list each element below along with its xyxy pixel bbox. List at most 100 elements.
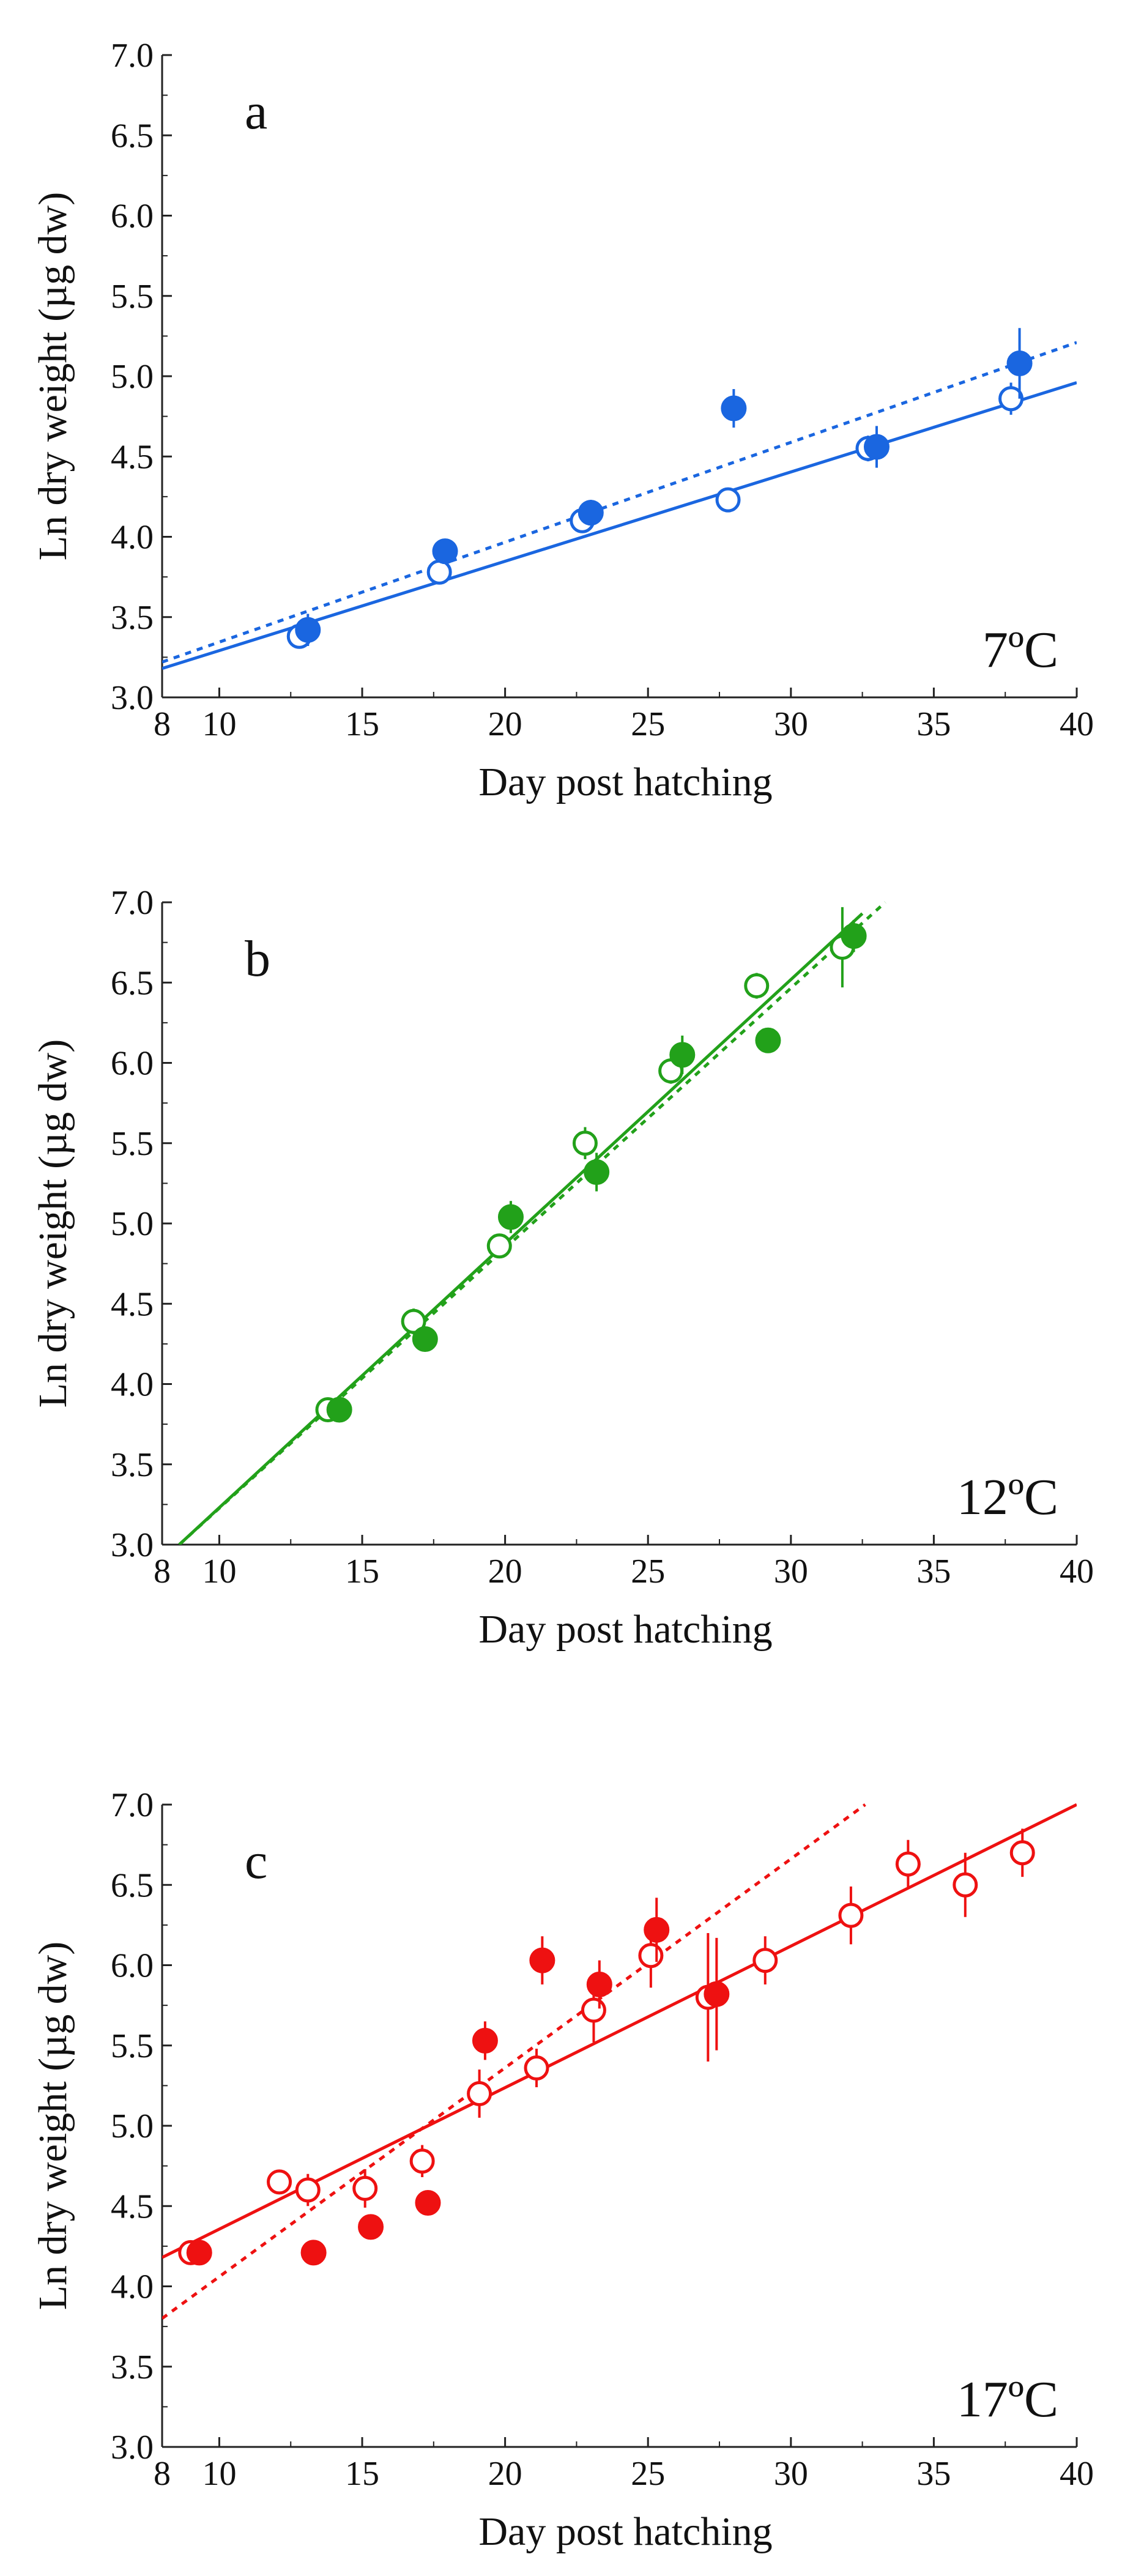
y-tick-label: 6.5 (111, 1866, 154, 1904)
x-tick-label: 40 (1060, 2455, 1094, 2493)
filled-data-point (841, 923, 867, 949)
filled-data-point (497, 1204, 524, 1230)
open-data-point (638, 1943, 664, 1969)
open-data-point (409, 2148, 435, 2174)
y-tick-label: 5.5 (111, 2027, 154, 2065)
filled-data-point (472, 2027, 498, 2054)
plot-area (162, 341, 1077, 670)
temperature-label: 7ºC (983, 622, 1058, 678)
x-axis-label: Day post hatching (478, 2509, 772, 2554)
y-tick-label: 3.5 (111, 1446, 154, 1484)
open-data-point (715, 487, 741, 513)
filled-data-point (704, 1981, 730, 2007)
y-tick-label: 6.0 (111, 198, 154, 236)
y-tick-label: 4.0 (111, 2268, 154, 2306)
x-tick-label: 25 (631, 2455, 665, 2493)
x-tick-label: 10 (202, 705, 236, 743)
open-data-point (953, 1872, 978, 1898)
temperature-label: 17ºC (957, 2371, 1058, 2428)
y-tick-label: 3.0 (111, 2429, 154, 2467)
filled-data-point (358, 2214, 384, 2240)
y-tick-label: 3.0 (111, 679, 154, 717)
x-tick-label: 30 (774, 1553, 808, 1591)
temperature-label: 12ºC (957, 1469, 1058, 1526)
open-data-point (426, 559, 452, 585)
x-tick-label: 25 (631, 1553, 665, 1591)
filled-data-point (529, 1947, 555, 1973)
open-data-point (295, 2177, 321, 2203)
open-data-point (486, 1233, 512, 1259)
x-tick-label: 8 (154, 1553, 171, 1591)
panel-label: b (245, 930, 270, 987)
x-tick-label: 35 (916, 2455, 951, 2493)
open-data-point (352, 2175, 378, 2201)
y-tick-label: 5.5 (111, 1125, 154, 1163)
x-tick-label: 20 (488, 1553, 522, 1591)
y-tick-label: 3.0 (111, 1526, 154, 1564)
plot-area (178, 901, 886, 1545)
open-data-point (998, 386, 1024, 412)
chart-panel-c: 3.0 3.5 4.0 4.5 5.0 5.5 6.0 6.5 7.0 8 10 15 20 25 30 35… (31, 1786, 1094, 2554)
x-tick-label: 30 (774, 2455, 808, 2493)
x-tick-label: 15 (345, 2455, 379, 2493)
y-tick-label: 5.0 (111, 1205, 154, 1243)
filled-data-point (432, 538, 458, 565)
x-tick-label: 35 (916, 1553, 951, 1591)
y-tick-label: 4.0 (111, 1366, 154, 1404)
open-data-point (401, 1308, 426, 1334)
chart-panel-a: 3.0 3.5 4.0 4.5 5.0 5.5 6.0 6.5 7.0 8 10 15 20 25 30 35… (31, 37, 1094, 804)
filled-data-point (586, 1972, 612, 1997)
filled-data-point (669, 1042, 696, 1068)
open-data-point (1009, 1840, 1035, 1866)
x-tick-label: 40 (1060, 1553, 1094, 1591)
y-tick-label: 4.5 (111, 1285, 154, 1323)
filled-data-point (644, 1917, 670, 1943)
y-tick-label: 7.0 (111, 1786, 154, 1824)
filled-data-point (755, 1027, 781, 1053)
filled-data-point (412, 1326, 438, 1352)
y-tick-label: 4.5 (111, 2188, 154, 2225)
y-axis-label: Ln dry weight (µg dw) (31, 1942, 75, 2311)
open-data-point (267, 2169, 292, 2195)
x-tick-label: 20 (488, 705, 522, 743)
filled-data-point (295, 617, 321, 643)
x-tick-label: 8 (154, 705, 171, 743)
x-tick-label: 10 (202, 2455, 236, 2493)
y-tick-label: 6.0 (111, 1947, 154, 1985)
open-data-point (752, 1948, 778, 1973)
x-tick-label: 8 (154, 2455, 171, 2493)
dotted-fit-line (178, 901, 886, 1545)
x-axis-label: Day post hatching (478, 1607, 772, 1652)
solid-fit-line (178, 912, 864, 1545)
open-data-point (838, 1902, 864, 1928)
chart-panel-b: 3.0 3.5 4.0 4.5 5.0 5.5 6.0 6.5 7.0 8 10 15 20 25 30 35… (31, 884, 1094, 1652)
y-tick-label: 3.5 (111, 599, 154, 637)
open-data-point (895, 1851, 921, 1877)
panel-label: a (245, 83, 267, 140)
filled-data-point (186, 2240, 212, 2266)
open-data-point (572, 1130, 598, 1156)
open-data-point (467, 2081, 492, 2106)
x-tick-label: 25 (631, 705, 665, 743)
filled-data-point (1006, 351, 1033, 376)
x-axis-label: Day post hatching (478, 760, 772, 804)
x-tick-label: 40 (1060, 705, 1094, 743)
y-tick-label: 6.5 (111, 964, 154, 1002)
y-axis-label: Ln dry weight (µg dw) (31, 192, 75, 561)
x-tick-label: 35 (916, 705, 951, 743)
filled-data-point (863, 434, 890, 460)
filled-data-point (300, 2240, 327, 2266)
filled-data-point (721, 395, 747, 421)
panel-label: c (245, 1833, 267, 1890)
x-tick-label: 30 (774, 705, 808, 743)
y-axis-label: Ln dry weight (µg dw) (31, 1039, 75, 1408)
y-tick-label: 7.0 (111, 37, 154, 75)
y-tick-label: 6.5 (111, 117, 154, 155)
y-tick-label: 4.5 (111, 438, 154, 476)
dotted-fit-line (162, 341, 1077, 664)
filled-data-point (584, 1159, 610, 1185)
y-tick-label: 5.0 (111, 358, 154, 396)
plot-area (162, 1803, 1077, 2320)
y-tick-label: 3.5 (111, 2348, 154, 2386)
